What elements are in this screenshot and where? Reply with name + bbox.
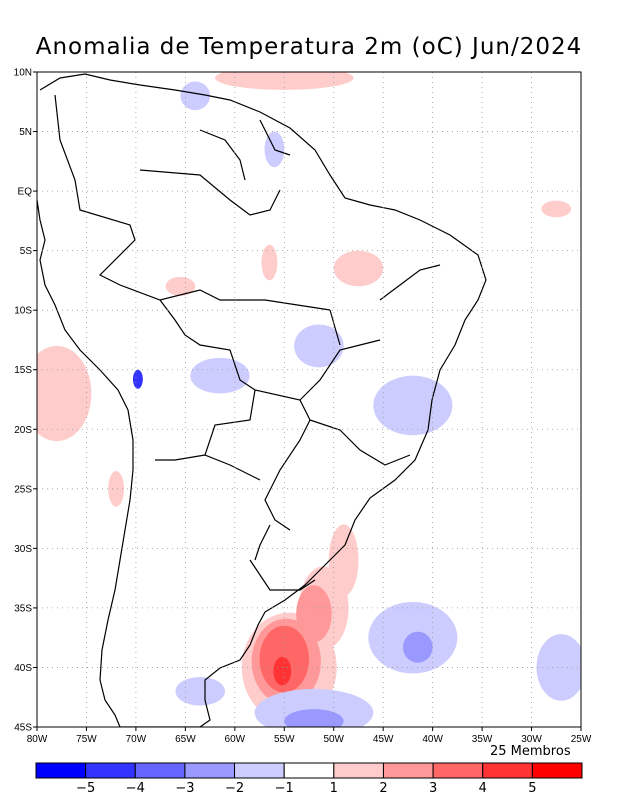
colorbar-label: −1 <box>275 781 294 796</box>
colorbar-swatch <box>283 762 335 779</box>
colorbar-swatch <box>382 762 434 779</box>
colorbar-label: 4 <box>479 781 487 796</box>
lat-tick-label: 5S <box>20 246 33 257</box>
lat-tick-label: 15S <box>14 365 32 376</box>
longitude-tick-labels: 80W 75W 70W 65W 60W 55W 50W 45W 40W 35W 30W 25W <box>27 727 592 745</box>
lat-tick-label: 45S <box>14 723 32 734</box>
lon-tick-label: 40W <box>422 734 443 745</box>
colorbar-swatch <box>432 762 484 779</box>
colorbar-label: −5 <box>76 781 95 796</box>
anomaly-patch-south-atlantic-cool-2 <box>402 631 433 663</box>
anomaly-patch-patagonia-warm-4 <box>273 656 292 686</box>
anomaly-patch-northeast-warm <box>333 250 384 287</box>
continent-outline <box>37 73 487 727</box>
anomaly-patch-pacific-warm <box>37 345 92 442</box>
colorbar-label: 1 <box>330 781 338 796</box>
lon-tick-label: 75W <box>76 734 97 745</box>
anomaly-patch-east-cool <box>536 634 581 701</box>
colorbar-swatch <box>333 762 384 779</box>
colorbar-label: −3 <box>175 781 194 796</box>
lat-tick-label: 20S <box>14 425 32 436</box>
colorbar-label: 2 <box>379 781 387 796</box>
graticule <box>37 72 581 727</box>
map-title: Anomalia de Temperatura 2m (oC) Jun/2024 <box>35 34 583 60</box>
colorbar-swatch <box>35 762 87 779</box>
lat-tick-label: 35S <box>14 603 32 614</box>
anomaly-patch-north-cool <box>180 81 211 111</box>
lat-tick-label: 30S <box>14 544 32 555</box>
lon-tick-label: 55W <box>274 734 295 745</box>
anomaly-patch-mato-grosso-cool <box>190 357 250 394</box>
lon-tick-label: 30W <box>521 734 542 745</box>
coastline-and-borders <box>37 73 487 727</box>
anomaly-patch-patagonia-warm-2b <box>296 585 332 643</box>
colorbar-swatch <box>134 762 186 779</box>
anomaly-patch-south-cool-4 <box>284 709 344 727</box>
colorbar-swatch <box>482 762 533 779</box>
lat-tick-label: EQ <box>18 187 33 198</box>
colorbar-swatch <box>234 762 285 779</box>
anomaly-shading <box>37 72 581 727</box>
lon-tick-label: 70W <box>126 734 147 745</box>
lat-tick-label: 10S <box>14 306 32 317</box>
lon-tick-label: 80W <box>27 734 48 745</box>
anomaly-patch-amazon-warm <box>261 244 278 281</box>
lat-tick-label: 40S <box>14 663 32 674</box>
anomaly-patch-bolivia-warm <box>165 276 196 296</box>
colorbar-label: 3 <box>429 781 437 796</box>
anomaly-patch-titicaca-cool <box>132 369 143 389</box>
anomaly-patch-pampa-cool <box>175 676 225 706</box>
colorbar-swatch <box>531 762 583 779</box>
anomaly-patch-east-warm <box>541 200 572 218</box>
colorbar-label: 5 <box>528 781 536 796</box>
members-label: 25 Membros <box>490 744 571 759</box>
anomaly-patch-atlantic-north-warm <box>215 72 354 90</box>
lon-tick-label: 35W <box>472 734 493 745</box>
latitude-tick-labels: 10N 5N EQ 5S 10S 15S 20S 25S 30S 35S 40S 45S <box>14 68 37 734</box>
lon-tick-label: 25W <box>571 734 592 745</box>
colorbar-swatch <box>184 762 236 779</box>
border-lines <box>54 94 441 591</box>
lat-tick-label: 25S <box>14 484 32 495</box>
colorbar-label: −4 <box>126 781 145 796</box>
lon-tick-label: 50W <box>323 734 344 745</box>
lon-tick-label: 45W <box>373 734 394 745</box>
plot-frame <box>36 71 582 728</box>
anomaly-patch-southeast-brazil-cool <box>373 375 453 436</box>
lon-tick-label: 65W <box>175 734 196 745</box>
lat-tick-label: 10N <box>14 68 32 79</box>
lon-tick-label: 60W <box>225 734 246 745</box>
colorbar-swatch <box>85 762 136 779</box>
lat-tick-label: 5N <box>19 127 32 138</box>
colorbar: −5 −4 −3 −2 −1 1 2 3 4 5 <box>35 762 583 796</box>
anomaly-patch-andes-warm <box>108 470 125 507</box>
colorbar-label: −2 <box>225 781 244 796</box>
anomaly-patch-central-brazil-cool <box>294 324 344 368</box>
anomaly-patch-patagonia-warm-1c <box>328 524 359 596</box>
